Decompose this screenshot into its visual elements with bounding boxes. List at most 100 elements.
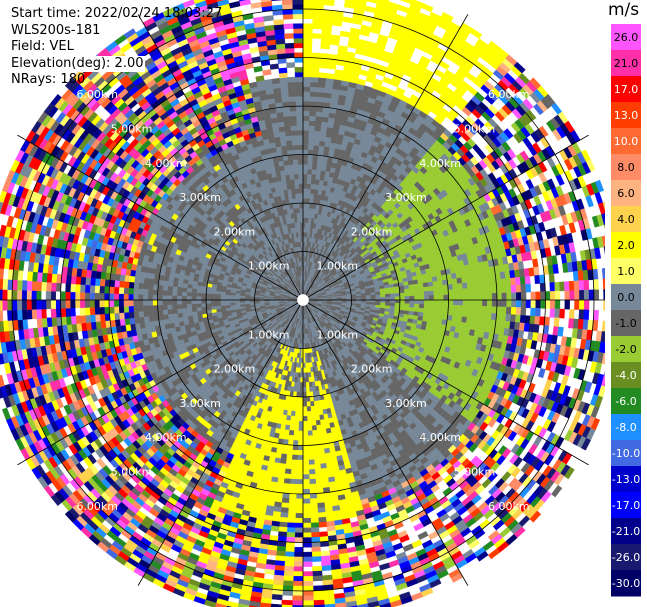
gate-cell <box>461 276 468 284</box>
gate-cell <box>557 326 564 337</box>
gate-cell <box>561 374 569 386</box>
gate-cell <box>553 317 560 328</box>
gate-cell <box>491 286 498 294</box>
gate-cell <box>447 304 454 311</box>
gate-cell <box>399 303 406 308</box>
gate-cell <box>559 281 565 292</box>
gate-cell <box>481 280 488 288</box>
gate-cell <box>428 295 435 301</box>
gate-cell <box>549 299 556 310</box>
gate-cell <box>548 273 555 283</box>
gate-cell <box>375 294 381 298</box>
gate-cell <box>389 299 396 304</box>
gate-cell <box>423 290 430 297</box>
gate-cell <box>438 299 444 306</box>
gate-cell <box>437 285 444 291</box>
gate-cell <box>389 296 396 301</box>
gate-cell <box>302 57 312 63</box>
gate-cell <box>457 283 463 290</box>
gate-cell <box>315 111 324 117</box>
gate-cell <box>467 299 474 307</box>
gate-cell <box>314 125 322 132</box>
gate-cell <box>307 159 314 165</box>
gate-cell <box>564 299 570 310</box>
gate-cell <box>302 188 308 194</box>
gate-cell <box>302 28 313 34</box>
gate-cell <box>432 280 439 287</box>
gate-cell <box>501 292 507 301</box>
gate-cell <box>482 299 488 307</box>
gate-cell <box>399 292 406 297</box>
gate-cell <box>486 306 493 314</box>
gate-cell <box>311 164 318 171</box>
gate-cell <box>423 308 430 314</box>
gate-cell <box>389 302 396 307</box>
gate-cell <box>302 23 313 29</box>
gate-cell <box>310 81 319 88</box>
gate-cell <box>443 294 449 301</box>
gate-cell <box>462 288 469 295</box>
gate-cell <box>510 284 517 293</box>
gate-cell <box>366 0 379 4</box>
gate-cell <box>318 140 326 147</box>
gate-cell <box>404 292 410 297</box>
gate-cell <box>447 289 454 296</box>
gate-cell <box>470 275 477 283</box>
gate-cell <box>302 115 310 121</box>
gate-cell <box>355 295 362 299</box>
gate-cell <box>319 135 327 142</box>
gate-cell <box>510 277 517 286</box>
gate-cell <box>520 291 527 301</box>
gate-cell <box>448 294 454 301</box>
gate-cell <box>310 178 316 185</box>
gate-cell <box>517 330 525 339</box>
gate-cell <box>302 202 307 209</box>
gate-cell <box>491 306 498 314</box>
gate-cell <box>486 299 493 307</box>
gate-cell <box>520 307 527 316</box>
gate-cell <box>308 139 315 146</box>
gate-cell <box>452 288 459 296</box>
gate-cell <box>537 367 546 379</box>
gate-cell <box>312 23 323 30</box>
gate-cell <box>302 207 307 214</box>
gate-cell <box>365 295 372 299</box>
gate-cell <box>466 311 473 318</box>
gate-cell <box>302 154 309 160</box>
gate-cell <box>552 263 559 274</box>
gate-cell <box>433 299 440 305</box>
gate-cell <box>317 86 326 93</box>
gate-cell <box>302 134 310 141</box>
gate-cell <box>477 293 483 301</box>
gate-cell <box>452 304 459 312</box>
gate-cell <box>302 149 309 155</box>
gate-cell <box>530 299 537 309</box>
gate-cell <box>394 302 401 308</box>
gate-cell <box>315 174 321 181</box>
gate-cell <box>302 129 310 136</box>
gate-cell <box>496 306 502 315</box>
gate-cell <box>514 314 521 324</box>
gate-cell <box>511 292 517 301</box>
gate-cell <box>456 315 463 323</box>
gate-cell <box>549 290 556 301</box>
gate-cell <box>339 30 351 38</box>
gate-cell <box>461 282 468 290</box>
gate-cell <box>453 294 459 301</box>
gate-cell <box>302 81 311 87</box>
gate-cell <box>505 313 512 323</box>
gate-cell <box>302 120 310 126</box>
gate-cell <box>515 284 522 293</box>
gate-cell <box>583 309 590 321</box>
gate-cell <box>554 281 561 292</box>
gate-cell <box>319 130 327 137</box>
gate-cell <box>428 304 435 310</box>
gate-cell <box>476 280 483 289</box>
gate-cell <box>472 293 478 301</box>
gate-cell <box>505 285 512 294</box>
gate-cell <box>392 542 404 551</box>
gate-cell <box>306 173 313 180</box>
gate-cell <box>530 291 537 301</box>
gate-cell <box>583 279 590 291</box>
